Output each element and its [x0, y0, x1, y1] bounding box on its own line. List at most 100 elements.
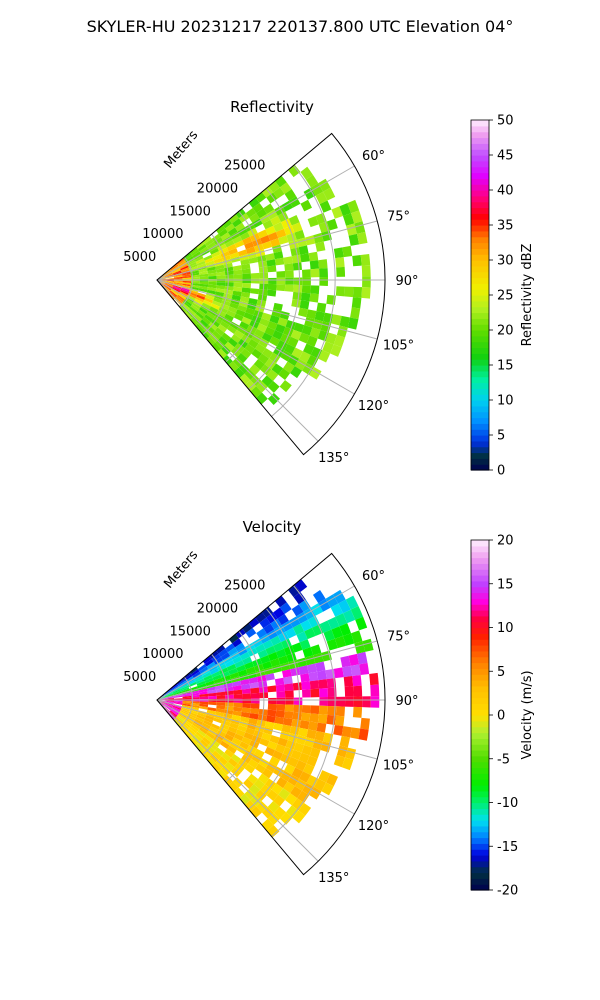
- field-cell: [215, 711, 225, 717]
- range-ring: [225, 630, 265, 783]
- field-cell: [260, 235, 271, 244]
- field-cell: [241, 268, 251, 275]
- field-cell: [165, 701, 174, 704]
- colorbar-swatch: [471, 265, 489, 273]
- field-cell: [347, 199, 360, 214]
- field-cell: [226, 730, 236, 738]
- radial-tick-label: 15000: [170, 204, 211, 219]
- field-cell: [182, 694, 191, 697]
- field-cell: [179, 683, 188, 690]
- field-cell: [224, 761, 235, 772]
- field-cell: [291, 767, 304, 779]
- colorbar-swatch: [471, 295, 489, 302]
- field-cell: [198, 285, 208, 290]
- field-cell: [184, 731, 192, 740]
- field-cell: [268, 181, 280, 193]
- field-cell: [256, 323, 268, 333]
- field-cell: [300, 166, 313, 180]
- field-cell: [267, 231, 279, 242]
- field-cell: [268, 697, 277, 705]
- field-cell: [221, 332, 232, 342]
- field-cell: [191, 249, 200, 257]
- field-cell: [346, 223, 357, 236]
- field-cell: [290, 366, 303, 379]
- field-cell: [342, 213, 355, 226]
- field-cell: [190, 272, 200, 276]
- field-cell: [250, 687, 260, 694]
- field-cell: [198, 688, 208, 693]
- field-cell: [292, 711, 302, 721]
- field-cell: [182, 697, 192, 700]
- field-cell: [267, 283, 277, 291]
- field-cell: [228, 781, 239, 792]
- colorbar-swatch: [471, 656, 489, 664]
- field-cell: [203, 674, 213, 681]
- field-cell: [182, 283, 191, 287]
- field-cell: [189, 737, 198, 746]
- field-cell: [251, 348, 263, 359]
- field-cell: [184, 311, 192, 320]
- field-cell: [298, 727, 309, 738]
- field-cell: [248, 617, 260, 628]
- field-cell: [249, 364, 261, 376]
- field-cell: [358, 728, 369, 741]
- field-cell: [315, 661, 326, 672]
- field-cell: [164, 691, 173, 697]
- field-cell: [340, 655, 351, 668]
- field-cell: [291, 222, 303, 233]
- field-cell: [360, 717, 370, 730]
- field-cell: [227, 325, 237, 334]
- colorbar-swatch: [471, 230, 489, 238]
- radial-tick-label: 10000: [142, 647, 183, 662]
- field-cell: [170, 263, 178, 270]
- field-cell: [233, 733, 244, 742]
- field-cell: [210, 303, 220, 310]
- field-cell: [199, 666, 209, 674]
- velocity-colorbar-ticks: -20 -15 -10 -5 0 5 10 15 20: [489, 534, 518, 899]
- range-ring: [248, 608, 300, 810]
- field-cell: [163, 269, 172, 276]
- field-cell: [200, 750, 210, 759]
- field-cell: [172, 286, 181, 292]
- field-cell: [232, 218, 243, 228]
- colorbar-swatch: [471, 207, 489, 214]
- field-cell: [199, 246, 209, 254]
- field-cell: [316, 302, 327, 313]
- field-cell: [225, 223, 235, 233]
- field-cell: [269, 336, 280, 347]
- range-ring: [271, 165, 336, 417]
- colorbar-swatch: [471, 452, 489, 459]
- field-cell: [268, 277, 277, 285]
- field-cell: [339, 203, 352, 216]
- field-cell: [199, 281, 209, 285]
- field-cell: [260, 364, 272, 376]
- field-cell: [307, 615, 320, 628]
- field-cell: [202, 316, 211, 325]
- field-cell: [335, 257, 345, 268]
- field-cell: [224, 749, 235, 758]
- field-cell: [314, 778, 327, 792]
- field-cell: [262, 347, 274, 359]
- colorbar-tick-label: 15: [497, 359, 514, 374]
- field-cell: [163, 704, 172, 711]
- field-cell: [211, 233, 221, 242]
- field-cell: [177, 259, 186, 266]
- field-cell: [270, 635, 281, 646]
- field-cell: [182, 702, 192, 705]
- field-cell: [308, 251, 319, 262]
- colorbar-swatch: [471, 388, 489, 395]
- field-cell: [225, 274, 234, 279]
- colorbar-swatch: [471, 633, 489, 640]
- field-cell: [172, 270, 182, 275]
- field-cell: [225, 643, 235, 653]
- field-cell: [221, 299, 231, 307]
- colorbar-swatch: [471, 773, 489, 780]
- field-cell: [194, 255, 204, 262]
- field-cell: [273, 251, 284, 260]
- field-cell: [204, 677, 214, 684]
- field-cell: [239, 793, 251, 805]
- field-cell: [235, 309, 246, 317]
- field-cell: [342, 245, 353, 258]
- field-cell: [193, 313, 203, 322]
- radial-tick-label: 10000: [142, 227, 183, 242]
